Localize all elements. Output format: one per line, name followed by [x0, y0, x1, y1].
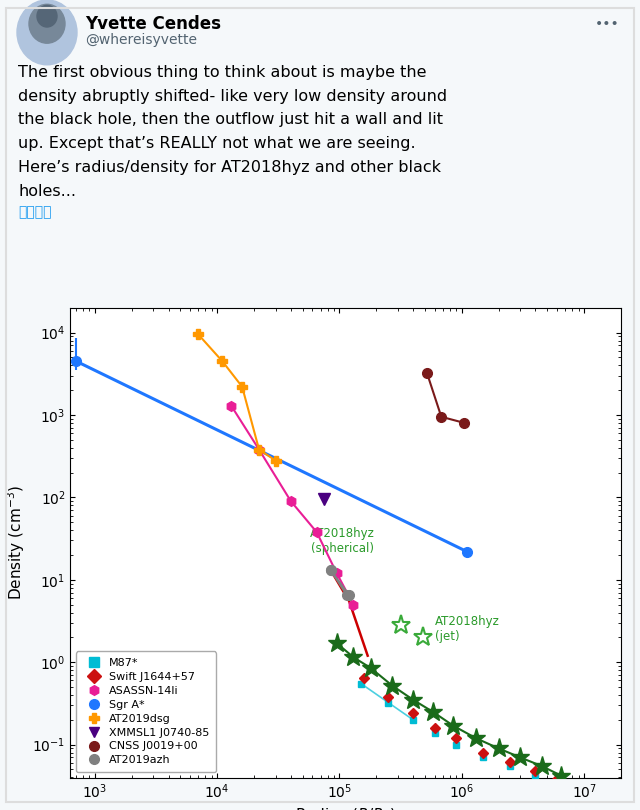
Text: Yvette Cendes: Yvette Cendes: [85, 15, 221, 32]
Text: @whereisyvette: @whereisyvette: [85, 33, 197, 47]
Text: density abruptly shifted- like very low density around: density abruptly shifted- like very low …: [18, 88, 447, 104]
Text: the black hole, then the outflow just hit a wall and lit: the black hole, then the outflow just hi…: [18, 113, 443, 127]
Text: 翻译推文: 翻译推文: [18, 205, 51, 220]
Text: AT2018hyz
(jet): AT2018hyz (jet): [435, 616, 500, 643]
Circle shape: [37, 6, 57, 27]
Text: Here’s radius/density for AT2018hyz and other black: Here’s radius/density for AT2018hyz and …: [18, 160, 441, 175]
Y-axis label: Density (cm$^{-3}$): Density (cm$^{-3}$): [5, 485, 27, 600]
Circle shape: [29, 4, 65, 43]
Text: holes...: holes...: [18, 184, 76, 198]
Text: •••: •••: [595, 17, 620, 31]
Text: up. Except that’s REALLY not what we are seeing.: up. Except that’s REALLY not what we are…: [18, 136, 415, 151]
Text: The first obvious thing to think about is maybe the: The first obvious thing to think about i…: [18, 65, 426, 80]
Text: AT2018hyz
(spherical): AT2018hyz (spherical): [310, 527, 374, 555]
X-axis label: Radius ($R/R_s$): Radius ($R/R_s$): [295, 807, 396, 810]
Circle shape: [17, 0, 77, 65]
Legend: M87*, Swift J1644+57, ASASSN-14li, Sgr A*, AT2019dsg, XMMSL1 J0740-85, CNSS J001: M87*, Swift J1644+57, ASASSN-14li, Sgr A…: [76, 651, 216, 772]
